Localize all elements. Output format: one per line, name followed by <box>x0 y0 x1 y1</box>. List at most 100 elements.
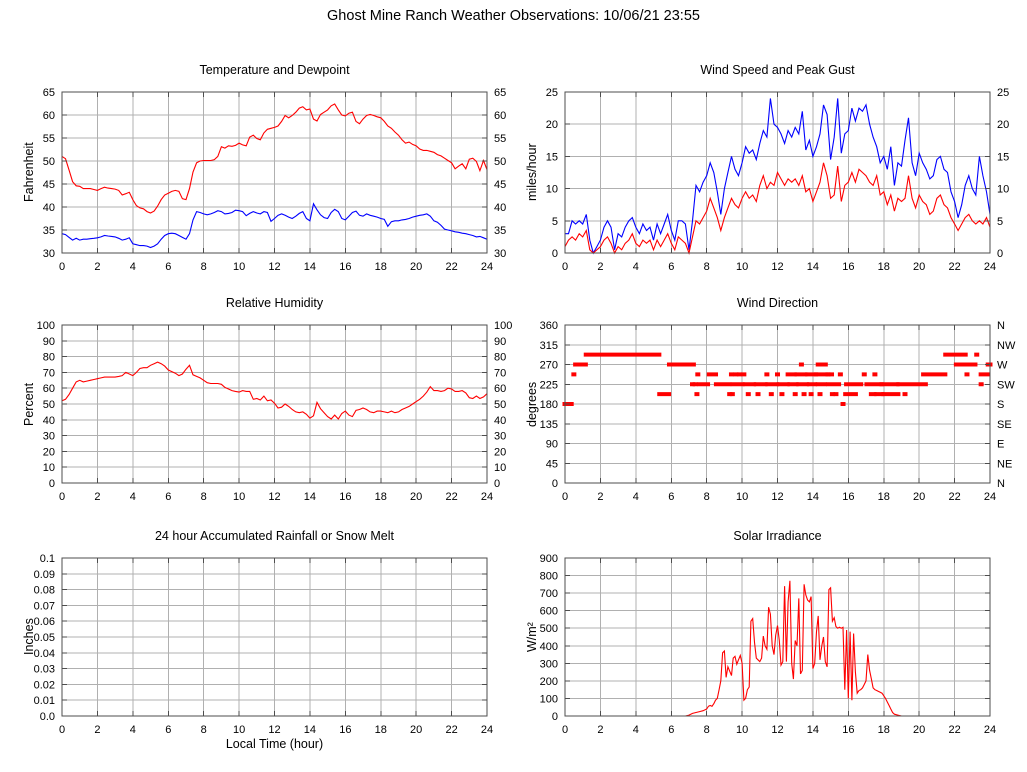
svg-text:100: 100 <box>37 320 55 332</box>
svg-text:80: 80 <box>43 352 55 364</box>
svg-text:5: 5 <box>552 216 558 228</box>
svg-text:22: 22 <box>445 724 457 736</box>
svg-text:65: 65 <box>494 87 506 99</box>
svg-text:0: 0 <box>562 491 568 503</box>
chart-title: Relative Humidity <box>225 296 324 310</box>
svg-text:65: 65 <box>43 87 55 99</box>
svg-text:2: 2 <box>94 491 100 503</box>
svg-text:80: 80 <box>494 352 506 364</box>
svg-text:18: 18 <box>375 724 387 736</box>
svg-text:0: 0 <box>494 478 500 490</box>
svg-text:800: 800 <box>540 571 558 583</box>
svg-text:12: 12 <box>771 491 783 503</box>
svg-text:0: 0 <box>552 478 558 490</box>
svg-text:50: 50 <box>43 399 55 411</box>
svg-text:0: 0 <box>562 261 568 273</box>
svg-text:2: 2 <box>597 724 603 736</box>
svg-text:90: 90 <box>494 336 506 348</box>
x-axis-label: Local Time (hour) <box>225 737 324 751</box>
svg-text:20: 20 <box>913 724 925 736</box>
svg-text:40: 40 <box>494 202 506 214</box>
svg-text:W: W <box>997 360 1008 372</box>
svg-text:60: 60 <box>43 110 55 122</box>
svg-text:22: 22 <box>948 724 960 736</box>
svg-text:400: 400 <box>540 641 558 653</box>
svg-text:20: 20 <box>410 261 422 273</box>
svg-text:12: 12 <box>268 261 280 273</box>
svg-text:24: 24 <box>984 491 996 503</box>
svg-text:100: 100 <box>494 320 512 332</box>
svg-text:40: 40 <box>43 415 55 427</box>
svg-text:5: 5 <box>997 216 1003 228</box>
svg-text:16: 16 <box>339 491 351 503</box>
svg-text:18: 18 <box>878 491 890 503</box>
svg-text:16: 16 <box>339 261 351 273</box>
svg-text:30: 30 <box>494 248 506 260</box>
svg-text:30: 30 <box>43 248 55 260</box>
svg-text:18: 18 <box>375 491 387 503</box>
svg-text:6: 6 <box>165 724 171 736</box>
svg-text:8: 8 <box>704 261 710 273</box>
svg-text:10: 10 <box>546 184 558 196</box>
svg-text:14: 14 <box>304 261 316 273</box>
svg-text:0.02: 0.02 <box>34 679 55 691</box>
solar-irradiance-plot: 0 2 4 6 8 10 12 14 16 18 20 22 240100200300400500600… <box>540 553 996 736</box>
svg-text:20: 20 <box>913 261 925 273</box>
svg-text:12: 12 <box>268 724 280 736</box>
svg-text:0.03: 0.03 <box>34 664 55 676</box>
svg-text:14: 14 <box>807 261 819 273</box>
svg-text:18: 18 <box>375 261 387 273</box>
svg-text:18: 18 <box>878 724 890 736</box>
svg-text:20: 20 <box>494 446 506 458</box>
svg-text:90: 90 <box>43 336 55 348</box>
svg-text:4: 4 <box>130 724 136 736</box>
svg-text:10: 10 <box>736 724 748 736</box>
svg-text:0: 0 <box>562 724 568 736</box>
svg-text:180: 180 <box>540 399 558 411</box>
svg-text:60: 60 <box>494 110 506 122</box>
svg-text:200: 200 <box>540 676 558 688</box>
svg-text:20: 20 <box>410 491 422 503</box>
svg-text:10: 10 <box>43 462 55 474</box>
svg-text:NE: NE <box>997 458 1012 470</box>
svg-text:24: 24 <box>481 724 493 736</box>
svg-text:0.09: 0.09 <box>34 569 55 581</box>
svg-text:4: 4 <box>130 491 136 503</box>
svg-text:90: 90 <box>546 439 558 451</box>
wind-direction-plot: 0 2 4 6 8 10 12 14 16 18 20 22 240459013518022527031… <box>540 320 1016 503</box>
svg-text:12: 12 <box>771 261 783 273</box>
svg-text:8: 8 <box>201 491 207 503</box>
svg-text:6: 6 <box>668 724 674 736</box>
svg-text:70: 70 <box>494 367 506 379</box>
svg-text:45: 45 <box>546 458 558 470</box>
svg-text:0.01: 0.01 <box>34 695 55 707</box>
svg-text:60: 60 <box>494 383 506 395</box>
svg-text:270: 270 <box>540 360 558 372</box>
chart-title: Temperature and Dewpoint <box>199 63 350 77</box>
svg-text:8: 8 <box>704 491 710 503</box>
svg-text:12: 12 <box>268 491 280 503</box>
solar-irradiance-chart: Solar Irradiance W/m² 0 2 4 6 8 10 12 14 16 18 20 2… <box>517 524 1027 757</box>
rainfall-plot: 0 2 4 6 8 10 12 14 16 18 20 22 240.00.010.020.030.04… <box>34 553 494 736</box>
svg-text:20: 20 <box>43 446 55 458</box>
svg-text:20: 20 <box>913 491 925 503</box>
svg-text:0: 0 <box>997 248 1003 260</box>
svg-text:14: 14 <box>304 491 316 503</box>
svg-text:24: 24 <box>481 261 493 273</box>
svg-text:10: 10 <box>997 184 1009 196</box>
svg-text:0.04: 0.04 <box>34 648 55 660</box>
svg-text:24: 24 <box>984 261 996 273</box>
svg-text:55: 55 <box>43 133 55 145</box>
svg-text:4: 4 <box>633 724 639 736</box>
svg-text:15: 15 <box>546 151 558 163</box>
svg-text:6: 6 <box>165 261 171 273</box>
svg-text:24: 24 <box>984 724 996 736</box>
chart-title: Solar Irradiance <box>733 529 822 543</box>
svg-text:E: E <box>997 439 1004 451</box>
